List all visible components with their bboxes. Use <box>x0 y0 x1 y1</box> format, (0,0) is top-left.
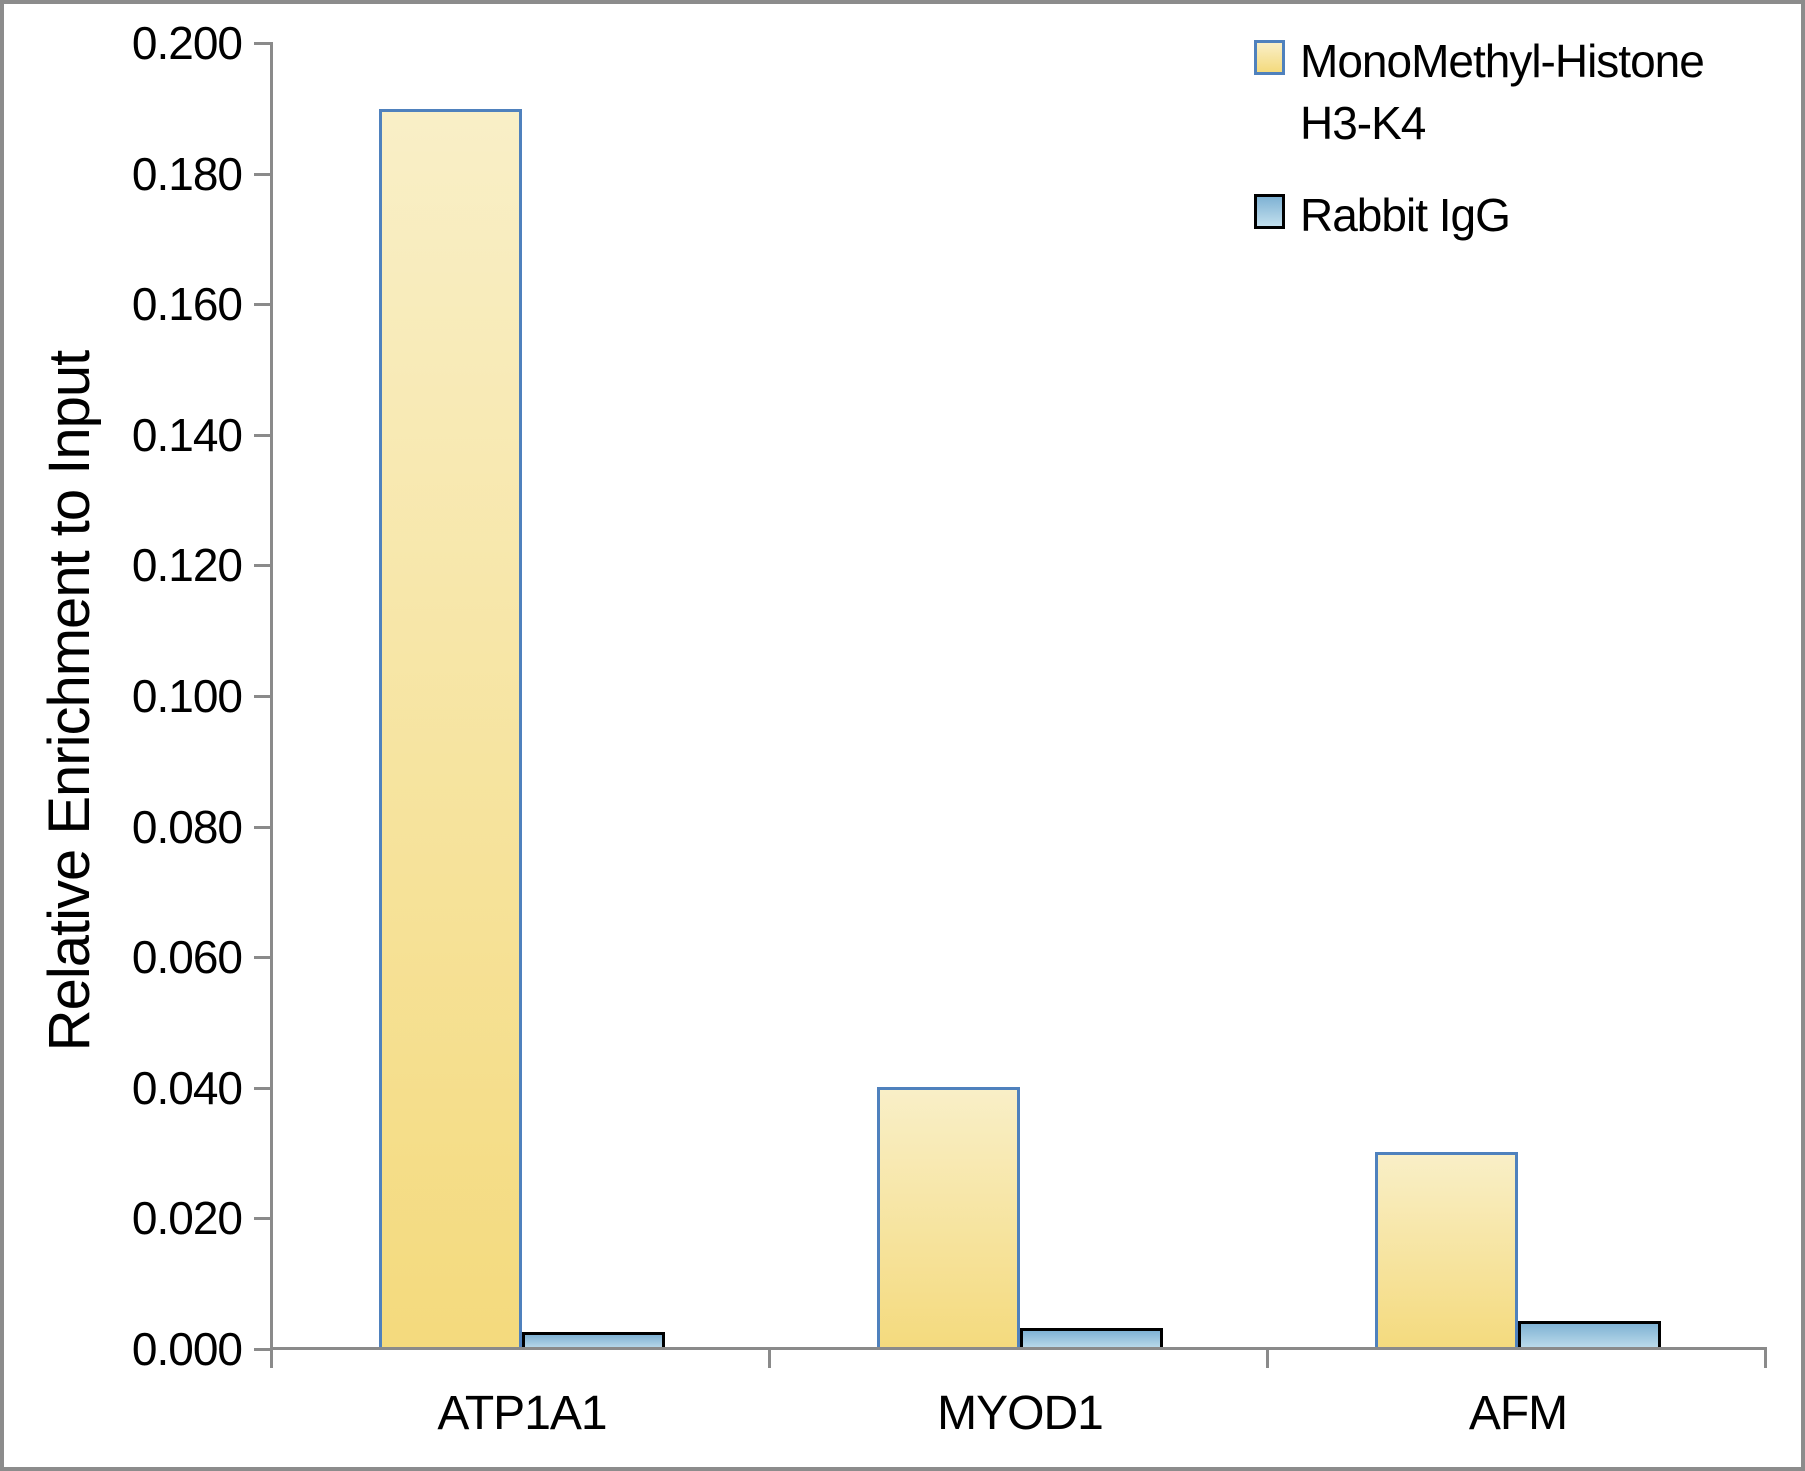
y-tick-label: 0.100 <box>131 670 243 722</box>
x-tick-label: AFM <box>1468 1387 1568 1440</box>
y-tick-mark <box>254 303 273 307</box>
legend-item-monomethyl-histone-h3-k4: MonoMethyl-Histone H3-K4 <box>1254 30 1770 154</box>
y-tick-mark <box>254 825 273 829</box>
legend-label-rabbit-igg: Rabbit IgG <box>1300 189 1511 241</box>
x-axis-end-tick <box>1764 1349 1767 1368</box>
x-tick-mark <box>768 1349 771 1368</box>
legend-label-monomethyl: MonoMethyl-Histone H3-K4 <box>1300 35 1705 149</box>
legend-swatch-monomethyl-icon <box>1254 40 1285 75</box>
y-tick-mark <box>254 1217 273 1221</box>
y-tick-label: 0.200 <box>131 17 243 69</box>
y-tick-label: 0.020 <box>131 1192 243 1245</box>
bar-monomethyl-afm <box>1375 1152 1518 1350</box>
y-tick-label: 0.120 <box>131 539 243 592</box>
y-tick-label: 0.060 <box>131 931 243 984</box>
legend: MonoMethyl-Histone H3-K4 Rabbit IgG <box>1254 30 1770 246</box>
y-tick-label: 0.160 <box>131 278 243 331</box>
y-tick-label: 0.080 <box>131 800 243 853</box>
bar-monomethyl-atp1a1 <box>379 109 522 1350</box>
x-tick-mark <box>1266 1349 1269 1368</box>
x-tick-label: ATP1A1 <box>437 1387 607 1440</box>
y-tick-mark <box>254 42 273 45</box>
y-axis-line <box>270 43 273 1368</box>
y-tick-mark <box>254 956 273 960</box>
bar-rabbit-igg-afm <box>1518 1321 1661 1350</box>
legend-swatch-rabbit-igg-icon <box>1254 194 1285 229</box>
y-tick-mark <box>254 1348 273 1351</box>
y-tick-mark <box>254 695 273 698</box>
y-tick-mark <box>254 433 273 437</box>
x-tick-label: MYOD1 <box>937 1387 1104 1440</box>
legend-item-rabbit-igg: Rabbit IgG <box>1254 184 1770 246</box>
y-tick-label: 0.040 <box>131 1061 243 1114</box>
y-tick-mark <box>254 1086 273 1090</box>
y-tick-label: 0.180 <box>131 147 243 200</box>
bar-rabbit-igg-myod1 <box>1020 1328 1163 1350</box>
y-tick-label: 0.140 <box>131 408 243 461</box>
bar-monomethyl-myod1 <box>877 1087 1020 1350</box>
y-tick-mark <box>254 564 273 568</box>
y-tick-mark <box>254 172 273 176</box>
y-axis-title: Relative Enrichment to Input <box>37 350 102 1052</box>
y-tick-label: 0.000 <box>131 1323 243 1375</box>
x-axis-line <box>270 1347 1767 1350</box>
bar-rabbit-igg-atp1a1 <box>522 1332 665 1350</box>
